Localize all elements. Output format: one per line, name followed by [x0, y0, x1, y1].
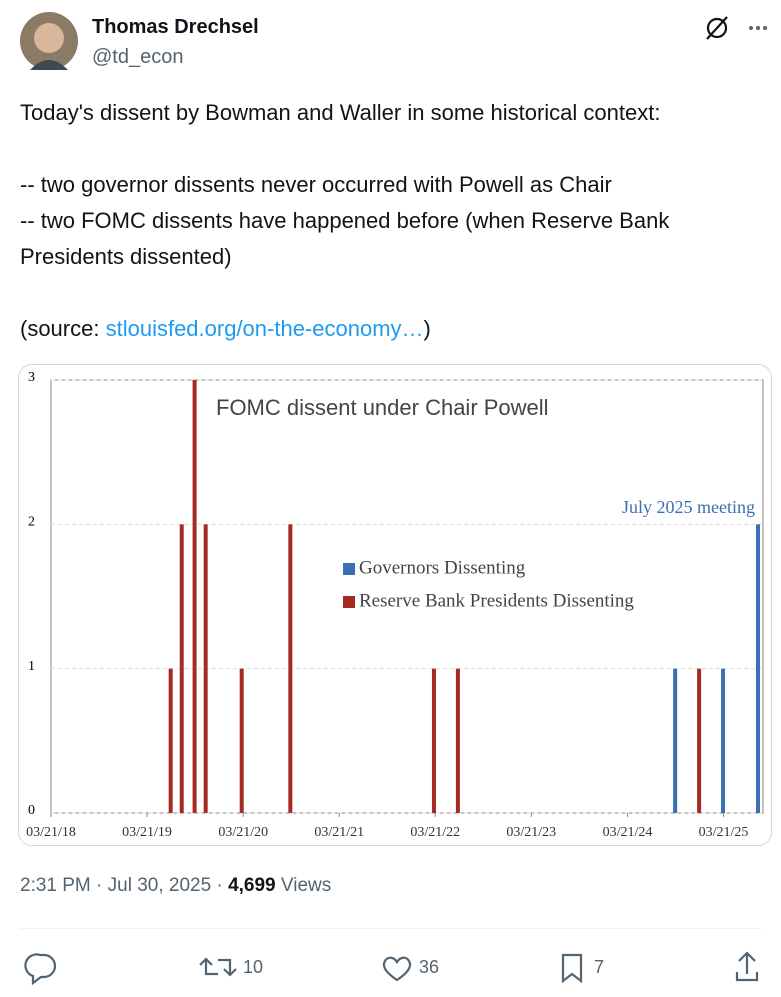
tweet-text: -- two governor dissents never occurred … [20, 172, 612, 197]
bar [673, 668, 678, 813]
views-count: 4,699 [228, 875, 276, 896]
like-count: 36 [419, 957, 440, 977]
legend-swatch [343, 563, 355, 575]
source-prefix: (source: [20, 316, 106, 341]
x-tick-label: 03/21/18 [26, 825, 76, 840]
x-tick-label: 03/21/22 [410, 825, 460, 840]
bar [203, 524, 208, 813]
x-tick-label: 03/21/21 [314, 825, 364, 840]
plot-frame [50, 379, 764, 814]
x-tick-label: 03/21/23 [506, 825, 556, 840]
bookmark-icon[interactable] [561, 953, 583, 984]
tweet-text: -- two FOMC dissents have happened befor… [20, 208, 670, 269]
legend-label: Reserve Bank Presidents Dissenting [359, 590, 634, 611]
tweet-text: (source: stlouisfed.org/on-the-economy…) [20, 311, 431, 347]
share-icon[interactable] [735, 951, 759, 982]
x-tick-label: 03/21/24 [603, 825, 653, 840]
divider [20, 928, 761, 929]
bar [288, 524, 293, 813]
bar [239, 668, 244, 813]
action-icons [24, 951, 759, 986]
bar [455, 668, 460, 813]
views-label: Views [275, 875, 332, 896]
media-card[interactable]: 0 1 2 3 03/21/18 03/21/19 03/21/20 03/21/21 03/2… [18, 364, 772, 846]
y-tick-label: 3 [28, 370, 35, 385]
retweet-icon[interactable] [199, 957, 237, 977]
bar [697, 668, 702, 813]
bar [192, 380, 197, 813]
bar [756, 524, 761, 813]
annotation: July 2025 meeting [622, 497, 755, 517]
chart: 0 1 2 3 03/21/18 03/21/19 03/21/20 03/21/21 03/2… [26, 370, 764, 840]
legend-swatch [343, 596, 355, 608]
header-icons[interactable] [704, 14, 774, 44]
source-suffix: ) [423, 316, 431, 341]
legend-label: Governors Dissenting [359, 557, 526, 578]
bar [431, 668, 436, 813]
avatar[interactable] [20, 12, 80, 72]
author-handle[interactable]: @td_econ [92, 46, 184, 68]
x-tick-label: 03/21/19 [122, 825, 172, 840]
bookmark-count: 7 [594, 957, 605, 977]
author-name[interactable]: Thomas Drechsel [92, 16, 259, 38]
y-tick-label: 1 [28, 659, 35, 674]
link[interactable]: stlouisfed.org/on-the-economy… [105, 316, 424, 341]
like-icon[interactable] [382, 956, 412, 982]
reply-icon[interactable] [24, 953, 57, 986]
bar [721, 668, 726, 813]
bar [168, 668, 173, 813]
x-tick-label: 03/21/25 [699, 825, 749, 840]
chart-title: FOMC dissent under Chair Powell [216, 395, 549, 420]
timestamp: 2:31 PM · Jul 30, 2025 · 4,699 Views [20, 875, 331, 897]
bar [179, 524, 184, 813]
tweet-text: Today's dissent by Bowman and Waller in … [20, 100, 661, 125]
y-tick-label: 2 [28, 515, 35, 530]
retweet-count: 10 [243, 957, 264, 977]
time: 2:31 PM · Jul 30, 2025 · [20, 875, 229, 896]
x-tick-label: 03/21/20 [218, 825, 268, 840]
y-tick-label: 0 [28, 803, 35, 818]
